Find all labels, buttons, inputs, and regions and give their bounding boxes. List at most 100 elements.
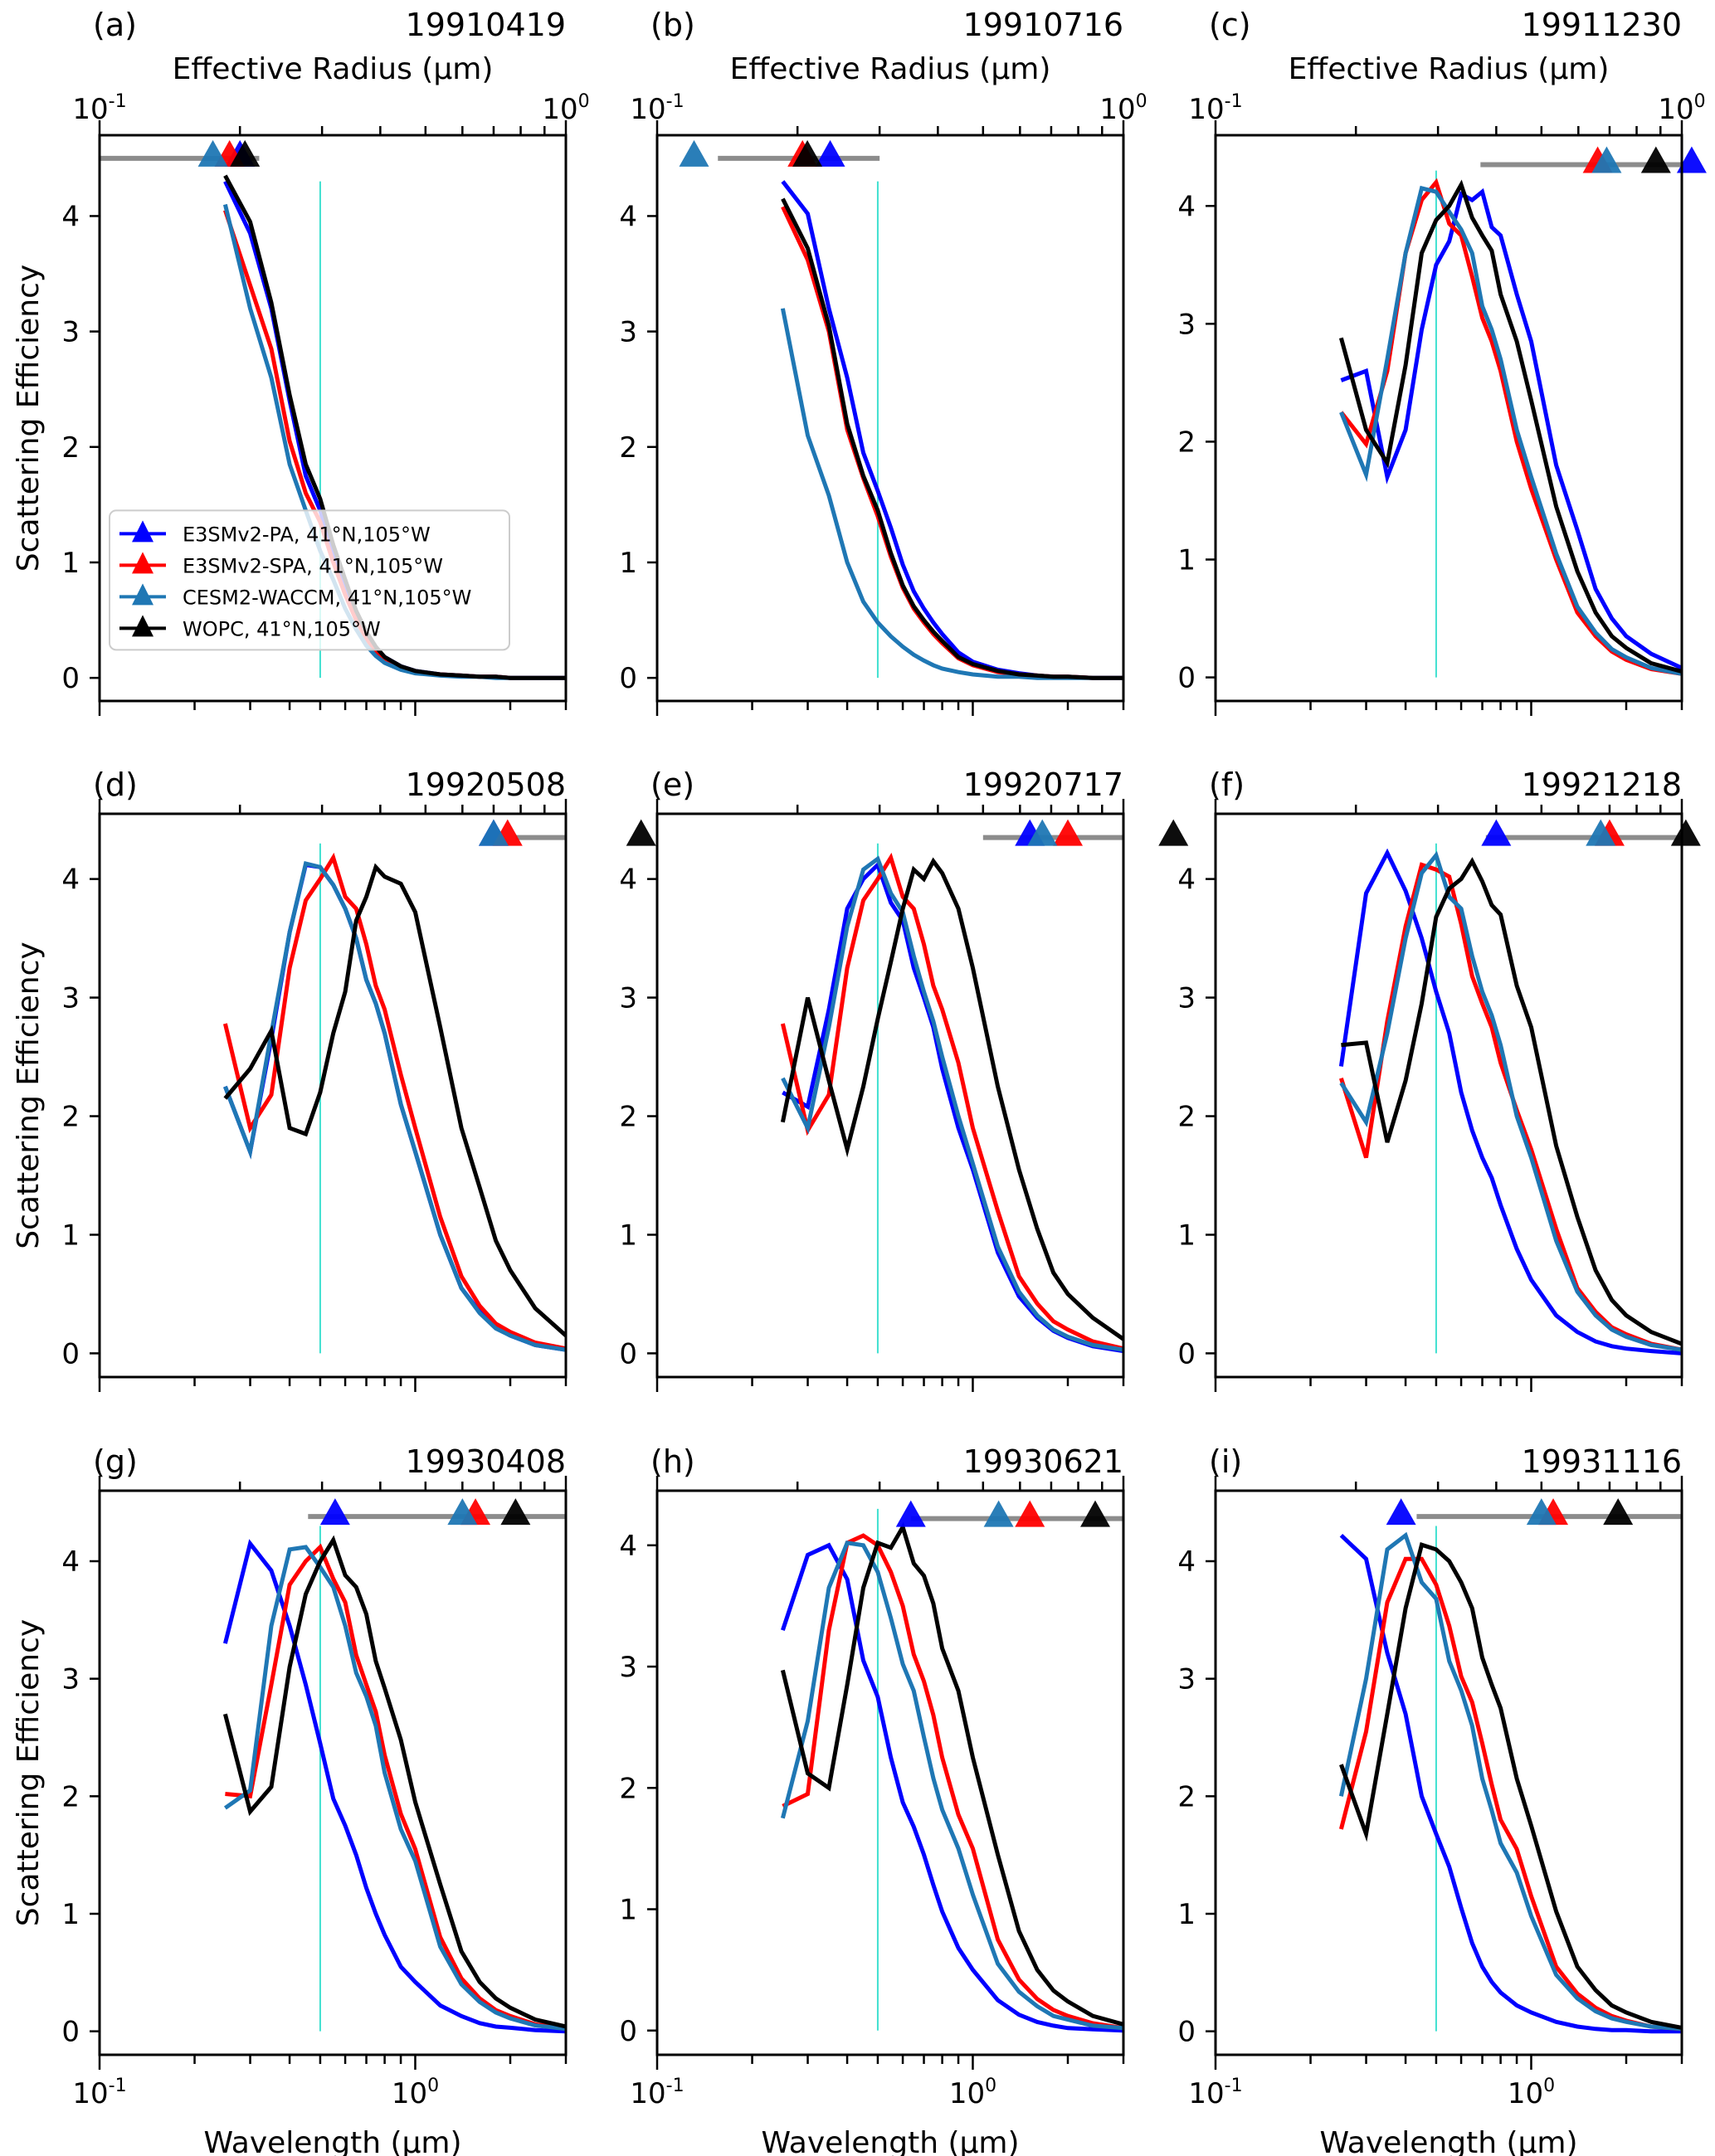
effective-radius-marker-e3smv2-pa <box>1676 146 1707 173</box>
series-line-e3smv2-spa <box>225 1543 566 2032</box>
y-tick-label: 4 <box>1177 1545 1196 1579</box>
series-line-cesm2-waccm <box>223 860 566 1352</box>
series-line-e3smv2-pa <box>1339 1533 1682 2034</box>
x-tick-label: 100 <box>1508 2076 1555 2110</box>
legend-entry-label: WOPC, 41°N,105°W <box>183 617 381 640</box>
y-tick-label: 0 <box>619 662 637 695</box>
series-line-e3smv2-spa <box>1338 1556 1682 2032</box>
y-tick-label: 4 <box>619 200 637 233</box>
effective-radius-marker-e3smv2-pa <box>895 1500 926 1527</box>
panel-g: (g) 19930408 0 1 2 3 4 10-1 100 Wavelength (µm) Sc… <box>12 1443 568 2156</box>
panel-label: (c) <box>1209 7 1251 43</box>
effective-radius-marker-cesm2-waccm <box>447 1498 478 1526</box>
y-tick-label: 4 <box>619 864 637 897</box>
x-axis-title: Wavelength (µm) <box>1319 2126 1577 2156</box>
effective-radius-marker-wopc <box>626 819 656 846</box>
top-axis-title: Effective Radius (µm) <box>730 52 1051 86</box>
legend: E3SMv2-PA, 41°N,105°W E3SMv2-SPA, 41°N,10… <box>109 509 510 651</box>
x-tick-label: 10-1 <box>1188 2076 1242 2110</box>
y-tick-label: 1 <box>61 1898 80 1931</box>
effective-radius-marker-e3smv2-pa <box>1386 1498 1416 1526</box>
y-tick-label: 4 <box>1177 190 1196 223</box>
panel-label: (h) <box>650 1443 695 1480</box>
panel-label: (d) <box>93 767 138 803</box>
y-tick-label: 1 <box>619 1894 637 1927</box>
legend-entry-label: E3SMv2-SPA, 41°N,105°W <box>183 554 443 577</box>
series-line-e3smv2-spa <box>782 1533 1123 2031</box>
panel-c: (c) 19911230 Effective Radius (µm) 10-1 100 0… <box>1177 7 1707 716</box>
y-tick-label: 4 <box>61 864 80 897</box>
y-tick-label: 4 <box>61 200 80 233</box>
top-tick-label: 10-1 <box>72 91 126 126</box>
effective-radius-marker-cesm2-waccm <box>1586 819 1616 846</box>
y-axis-title: Scattering Efficiency <box>12 265 46 572</box>
effective-radius-marker-e3smv2-pa <box>815 139 845 167</box>
legend-entry-label: E3SMv2-PA, 41°N,105°W <box>183 523 431 546</box>
effective-radius-marker-wopc <box>792 139 823 167</box>
series-line-wopc <box>1341 857 1682 1346</box>
effective-radius-marker-cesm2-waccm <box>679 139 709 167</box>
y-tick-label: 2 <box>61 1101 80 1134</box>
series-line-e3smv2-pa <box>1338 848 1682 1355</box>
y-tick-label: 0 <box>61 1337 80 1370</box>
series-line-e3smv2-pa <box>1340 187 1682 670</box>
y-tick-label: 3 <box>1177 1663 1196 1696</box>
legend-box <box>109 509 510 651</box>
y-tick-label: 0 <box>1177 2016 1196 2049</box>
y-axis-title: Scattering Efficiency <box>12 1619 46 1926</box>
y-tick-label: 0 <box>619 1337 637 1370</box>
y-tick-label: 4 <box>61 1545 80 1579</box>
y-tick-label: 3 <box>619 1651 637 1684</box>
y-tick-label: 2 <box>61 1780 80 1813</box>
top-tick-label: 100 <box>542 91 589 126</box>
y-tick-label: 3 <box>1177 308 1196 341</box>
series-line-wopc <box>780 1521 1123 2027</box>
y-tick-label: 0 <box>61 662 80 695</box>
series-line-cesm2-waccm <box>781 855 1123 1352</box>
y-tick-label: 2 <box>1177 1101 1196 1134</box>
y-tick-label: 3 <box>61 316 80 349</box>
x-tick-label: 10-1 <box>630 2076 684 2110</box>
y-tick-label: 3 <box>619 316 637 349</box>
effective-radius-marker-wopc <box>1670 819 1701 846</box>
panel-label: (g) <box>93 1443 138 1480</box>
series-line-wopc <box>222 1535 566 2029</box>
plot-frame <box>98 1489 568 2056</box>
plot-frame <box>1214 812 1683 1379</box>
series-line-wopc <box>780 857 1123 1341</box>
y-tick-label: 1 <box>1177 544 1196 577</box>
x-tick-label: 10-1 <box>72 2076 126 2110</box>
panel-date: 19920508 <box>406 767 566 803</box>
y-tick-label: 2 <box>619 431 637 465</box>
y-tick-label: 3 <box>619 982 637 1015</box>
top-tick-label: 100 <box>1099 91 1147 126</box>
panel-h: (h) 19930621 0 1 2 3 4 10-1 100 Wavelength (µm) <box>619 1443 1125 2156</box>
y-tick-label: 3 <box>61 982 80 1015</box>
y-tick-label: 1 <box>61 1219 80 1252</box>
panel-date: 19910716 <box>963 7 1123 43</box>
top-tick-label: 10-1 <box>630 91 684 126</box>
y-tick-label: 3 <box>61 1663 80 1696</box>
y-tick-label: 0 <box>1177 1337 1196 1370</box>
panel-label: (f) <box>1209 767 1245 803</box>
panel-a: (a) 19910419 Effective Radius (µm) 10-1 100 0… <box>12 7 590 716</box>
plot-frame <box>655 812 1125 1379</box>
series-line-cesm2-waccm <box>1338 1531 1682 2032</box>
y-tick-label: 4 <box>1177 864 1196 897</box>
series-line-e3smv2-pa <box>781 180 1123 680</box>
series-line-wopc <box>781 197 1123 680</box>
legend-marker <box>132 583 153 606</box>
y-tick-label: 0 <box>61 2016 80 2049</box>
panel-date: 19910419 <box>406 7 566 43</box>
effective-radius-marker-wopc <box>1640 146 1671 173</box>
effective-radius-marker-e3smv2-spa <box>1015 1500 1045 1527</box>
y-tick-label: 1 <box>1177 1219 1196 1252</box>
series-line-e3smv2-spa <box>222 852 566 1351</box>
plot-frame <box>1214 1489 1683 2056</box>
panel-label: (e) <box>650 767 694 803</box>
x-axis-title: Wavelength (µm) <box>761 2126 1019 2156</box>
panel-date: 19921218 <box>1522 767 1682 803</box>
plot-frame <box>655 1489 1125 2056</box>
